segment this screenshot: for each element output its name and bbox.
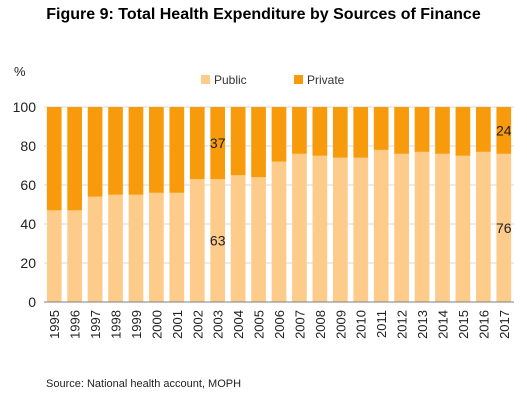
bar-private	[230, 107, 246, 176]
legend-label-public: Public	[214, 73, 247, 87]
data-label: 76	[496, 220, 512, 236]
chart-title: Figure 9: Total Health Expenditure by So…	[46, 6, 481, 23]
bar-public	[230, 175, 246, 302]
bar-public	[373, 149, 389, 302]
bar-private	[271, 107, 287, 162]
data-label: 24	[496, 122, 512, 138]
bar-private	[67, 107, 83, 211]
x-tick-label: 1996	[68, 310, 83, 339]
x-tick-label: 2000	[149, 310, 164, 339]
bar-private	[332, 107, 348, 158]
bar-public	[189, 179, 205, 302]
bar-private	[128, 107, 144, 195]
y-tick-label: 60	[20, 177, 36, 193]
bar-public	[455, 155, 471, 302]
bar-private	[46, 107, 62, 211]
x-tick-label: 2008	[313, 310, 328, 339]
bar-public	[332, 157, 348, 302]
bar-private	[169, 107, 185, 193]
bar-public	[496, 153, 512, 302]
x-tick-label: 2012	[395, 310, 410, 339]
bar-public	[292, 153, 307, 302]
bar-public	[149, 192, 164, 302]
bar-public	[87, 196, 103, 302]
legend-label-private: Private	[307, 73, 345, 87]
bar-public	[251, 177, 266, 302]
bar-private	[149, 107, 164, 193]
axes: 0 20 40 60 80 100 1995 1996 1997 1998 1999 2000 2001…	[13, 99, 514, 339]
legend-swatch-public	[201, 75, 210, 84]
x-tick-label: 2005	[252, 310, 267, 339]
bar-public	[271, 161, 287, 302]
x-tick-label: 2006	[272, 310, 287, 339]
x-tick-label: 1999	[129, 310, 144, 339]
bar-private	[251, 107, 266, 178]
bar-public	[108, 194, 123, 302]
bar-private	[394, 107, 409, 154]
bar-private	[475, 107, 491, 152]
x-tick-label: 2002	[190, 310, 205, 339]
x-tick-label: 2007	[292, 310, 307, 339]
x-tick-label: 2003	[211, 310, 226, 339]
bar-private	[189, 107, 205, 180]
bars	[46, 107, 512, 302]
bar-public	[312, 155, 328, 302]
x-tick-label: 1997	[88, 310, 103, 339]
bar-private	[312, 107, 328, 156]
x-tick-label: 2011	[374, 310, 389, 338]
x-tick-label: 2009	[333, 310, 348, 339]
x-tick-label: 2013	[415, 310, 430, 339]
bar-private	[435, 107, 450, 154]
y-tick-label: 80	[20, 138, 36, 154]
bar-private	[108, 107, 123, 195]
data-labels: 37 63 24 76	[210, 122, 512, 248]
x-tick-label: 1995	[47, 310, 62, 339]
y-axis-unit: %	[14, 64, 26, 79]
bar-private	[87, 107, 103, 197]
x-tick-label: 1998	[109, 310, 124, 339]
bar-private	[455, 107, 471, 156]
x-tick-label: 2004	[231, 310, 246, 339]
x-tick-label: 2014	[435, 310, 450, 339]
bar-public	[435, 153, 450, 302]
bar-private	[373, 107, 389, 150]
legend-swatch-private	[294, 75, 303, 84]
bar-public	[210, 179, 226, 302]
bar-private	[414, 107, 430, 152]
bar-public	[353, 157, 369, 302]
source-note: Source: National health account, MOPH	[46, 378, 242, 390]
x-tick-label: 2010	[354, 310, 369, 339]
bar-public	[128, 194, 144, 302]
x-tick-label: 2001	[170, 310, 185, 339]
bar-public	[475, 151, 491, 302]
bar-private	[496, 107, 512, 154]
legend: Public Private	[201, 73, 345, 87]
data-label: 63	[210, 233, 226, 249]
y-tick-label: 20	[20, 255, 36, 271]
y-tick-label: 40	[20, 216, 36, 232]
y-tick-label: 100	[13, 99, 37, 115]
bar-private	[210, 107, 226, 180]
x-tick-label: 2016	[476, 310, 491, 339]
x-tick-label: 2015	[456, 310, 471, 339]
x-tick-label: 2017	[497, 310, 512, 339]
bar-public	[67, 210, 83, 302]
bar-public	[394, 153, 409, 302]
data-label: 37	[210, 135, 226, 151]
bar-public	[46, 210, 62, 302]
bar-public	[414, 151, 430, 302]
bar-private	[353, 107, 369, 158]
bar-private	[292, 107, 307, 154]
bar-public	[169, 192, 185, 302]
y-tick-label: 0	[28, 294, 36, 310]
